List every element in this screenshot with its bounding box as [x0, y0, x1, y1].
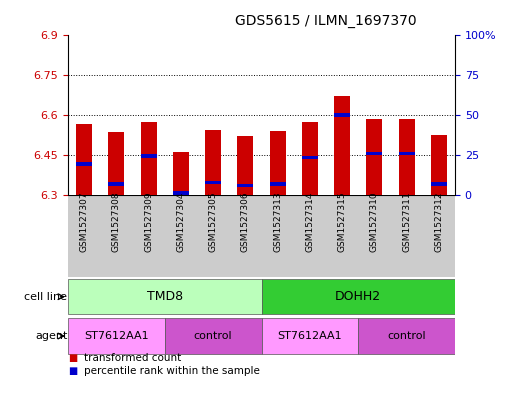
Bar: [205, 130, 221, 195]
Bar: [358, 318, 455, 354]
Text: ■: ■: [68, 366, 77, 376]
Bar: [366, 119, 382, 195]
Bar: [262, 279, 455, 314]
Bar: [334, 96, 350, 195]
Text: cell line: cell line: [25, 292, 67, 302]
Bar: [76, 124, 92, 195]
Bar: [173, 152, 189, 195]
Bar: [334, 113, 350, 117]
Bar: [269, 182, 286, 185]
Bar: [431, 135, 447, 195]
Text: ST7612AA1: ST7612AA1: [84, 331, 149, 341]
Bar: [237, 184, 254, 187]
Text: DOHH2: DOHH2: [335, 290, 381, 303]
Bar: [76, 162, 92, 166]
Bar: [141, 121, 157, 195]
Bar: [205, 181, 221, 184]
Bar: [141, 154, 157, 158]
Text: ■: ■: [68, 353, 77, 364]
Bar: [269, 131, 286, 195]
Bar: [173, 191, 189, 195]
Bar: [108, 182, 124, 185]
Bar: [399, 119, 415, 195]
Bar: [165, 318, 262, 354]
Bar: [108, 132, 124, 195]
Bar: [399, 152, 415, 155]
Bar: [262, 318, 358, 354]
Text: agent: agent: [35, 331, 67, 341]
Text: percentile rank within the sample: percentile rank within the sample: [84, 366, 259, 376]
Text: GDS5615 / ILMN_1697370: GDS5615 / ILMN_1697370: [235, 13, 417, 28]
Bar: [68, 279, 262, 314]
Bar: [302, 121, 318, 195]
Text: TMD8: TMD8: [146, 290, 183, 303]
Text: control: control: [388, 331, 426, 341]
Bar: [302, 156, 318, 159]
Text: control: control: [194, 331, 232, 341]
Bar: [366, 152, 382, 155]
Text: transformed count: transformed count: [84, 353, 181, 364]
Bar: [431, 182, 447, 185]
Bar: [68, 318, 165, 354]
Bar: [237, 136, 254, 195]
Text: ST7612AA1: ST7612AA1: [278, 331, 342, 341]
